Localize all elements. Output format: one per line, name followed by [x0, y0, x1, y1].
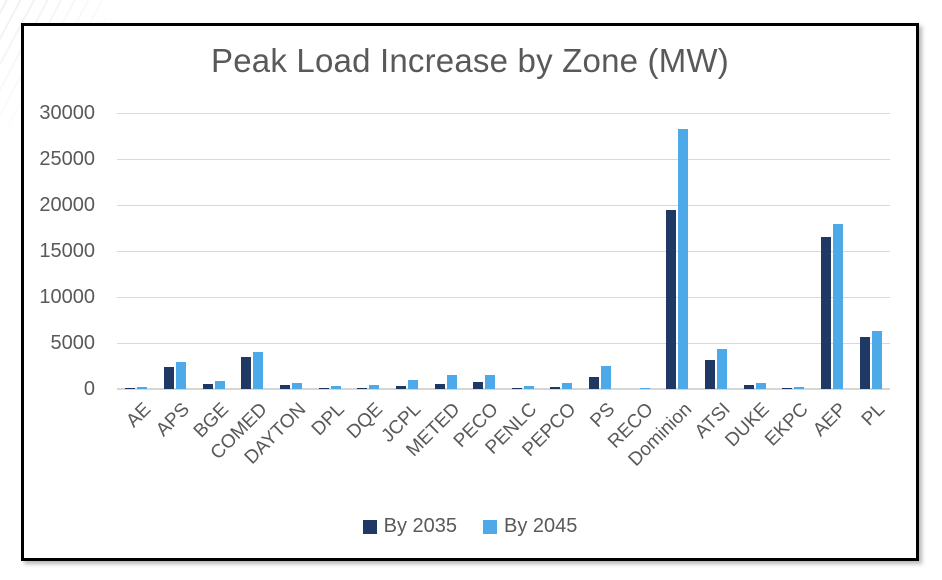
bar-COMED-by-2045 — [253, 352, 264, 389]
y-tick-5000: 5000 — [50, 332, 96, 354]
bar-PECO-by-2035 — [473, 382, 484, 389]
bar-DUKE-by-2045 — [755, 382, 766, 389]
bar-BGE-by-2035 — [202, 384, 213, 389]
bar-Dominion-by-2045 — [678, 128, 689, 389]
bar-PECO-by-2045 — [485, 374, 496, 389]
bar-DQE-by-2045 — [369, 385, 380, 389]
bar-PENLC-by-2035 — [511, 388, 522, 389]
bar-APS-by-2045 — [175, 362, 186, 389]
legend: By 2035 By 2045 — [24, 515, 916, 538]
x-label-AEP: AEP — [809, 399, 851, 441]
legend-swatch-by-2045 — [483, 519, 497, 534]
gridline-10000 — [117, 296, 890, 298]
bar-PS-by-2035 — [589, 377, 600, 389]
bar-AE-by-2035 — [125, 388, 136, 389]
bar-AEP-by-2035 — [821, 237, 832, 389]
x-label-DQE: DQE — [343, 399, 388, 443]
bar-AEP-by-2045 — [833, 224, 844, 389]
bar-DQE-by-2035 — [357, 387, 368, 389]
x-label-APS: APS — [152, 399, 194, 441]
x-label-PL: PL — [858, 399, 890, 431]
x-label-DUKE: DUKE — [721, 399, 774, 452]
x-axis-line — [117, 388, 890, 390]
bar-PEPCO-by-2035 — [550, 386, 561, 389]
gridline-5000 — [117, 342, 890, 344]
y-tick-10000: 10000 — [39, 286, 95, 308]
legend-label-by-2035: By 2035 — [383, 515, 457, 537]
gridline-30000 — [117, 112, 890, 114]
chart-frame: Peak Load Increase by Zone (MW) 0 5000 100… — [21, 23, 919, 561]
bar-ATSI-by-2045 — [717, 349, 728, 389]
x-label-DPL: DPL — [307, 399, 349, 440]
y-tick-15000: 15000 — [39, 240, 95, 262]
gridline-25000 — [117, 158, 890, 160]
gridline-15000 — [117, 250, 890, 252]
legend-swatch-by-2035 — [362, 519, 377, 534]
plot-area: 0 5000 10000 15000 20000 25000 30000 AE APS BGE CO… — [39, 103, 890, 471]
bar-COMED-by-2035 — [241, 356, 252, 389]
bar-DPL-by-2035 — [318, 388, 329, 389]
bar-JCPL-by-2045 — [407, 379, 418, 389]
bar-PL-by-2045 — [871, 331, 882, 389]
y-tick-25000: 25000 — [39, 148, 95, 170]
bar-DAYTON-by-2045 — [291, 383, 302, 389]
gridline-20000 — [117, 204, 890, 206]
y-tick-30000: 30000 — [39, 102, 95, 124]
bar-BGE-by-2045 — [214, 380, 225, 389]
legend-item-by-2035: By 2035 — [362, 515, 457, 538]
bar-APS-by-2035 — [163, 366, 174, 389]
legend-label-by-2045: By 2045 — [504, 515, 578, 537]
bar-AE-by-2045 — [137, 386, 148, 389]
bar-RECO-by-2045 — [639, 388, 650, 389]
x-label-EKPC: EKPC — [760, 399, 813, 451]
legend-item-by-2045: By 2045 — [483, 515, 577, 538]
y-tick-0: 0 — [83, 378, 95, 400]
bar-PS-by-2045 — [601, 366, 612, 389]
bar-METED-by-2045 — [446, 375, 457, 389]
bar-PL-by-2035 — [859, 337, 870, 389]
bar-PENLC-by-2045 — [523, 386, 534, 389]
bar-METED-by-2035 — [434, 384, 445, 389]
bar-DPL-by-2045 — [330, 385, 341, 389]
bar-DAYTON-by-2035 — [279, 385, 290, 389]
x-label-AE: AE — [122, 399, 156, 432]
bar-EKPC-by-2035 — [782, 388, 793, 389]
bar-Dominion-by-2035 — [666, 209, 677, 389]
bar-ATSI-by-2035 — [705, 359, 716, 389]
y-tick-20000: 20000 — [39, 194, 95, 216]
chart-title: Peak Load Increase by Zone (MW) — [211, 42, 729, 79]
bar-JCPL-by-2035 — [395, 386, 406, 389]
bar-PEPCO-by-2045 — [562, 383, 573, 389]
bar-DUKE-by-2035 — [743, 385, 754, 389]
bar-EKPC-by-2045 — [794, 387, 805, 389]
